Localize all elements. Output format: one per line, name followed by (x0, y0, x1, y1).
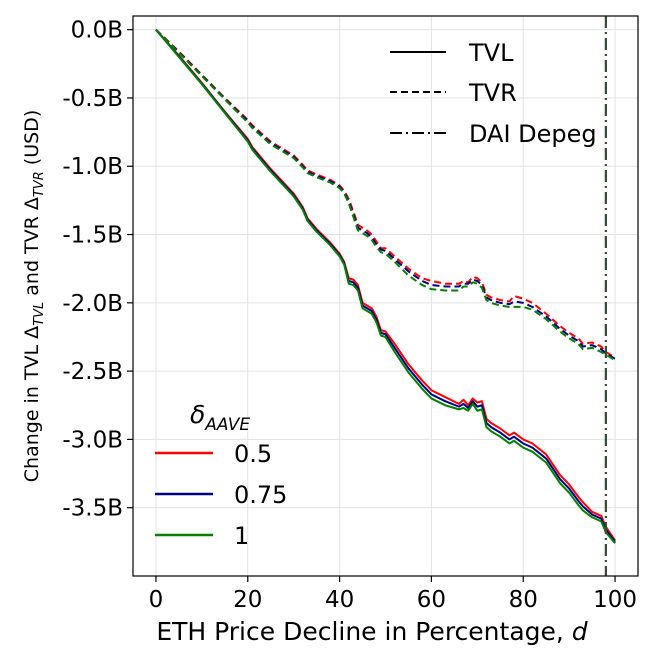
x-axis-label: ETH Price Decline in Percentage, d (156, 617, 587, 646)
x-tick-label: 100 (593, 587, 637, 613)
series-layer (155, 28, 616, 544)
x-tick-label: 60 (417, 587, 446, 613)
legend-tvr-label: TVR (468, 79, 517, 107)
y-tick-label: -0.5B (62, 86, 123, 112)
y-tick-label: 0.0B (71, 18, 123, 44)
color-legend: δAAVE 0.5 0.75 1 (155, 400, 287, 550)
y-axis-label: Change in TVL ΔTVL and TVR ΔTVR (USD) (21, 110, 47, 482)
legend-delta-0.75-label: 0.75 (234, 481, 287, 509)
y-tick-label: -2.0B (62, 291, 123, 317)
series-line-tvr-delta-1 (155, 28, 616, 362)
y-tick-label: -3.5B (62, 496, 123, 522)
y-tick-label: -2.5B (62, 359, 123, 385)
grid (133, 16, 638, 576)
x-tick-label: 20 (233, 587, 262, 613)
y-tick-label: -3.0B (62, 427, 123, 453)
plot-frame (132, 15, 639, 577)
legend-delta-1-label: 1 (234, 522, 249, 550)
y-tick-label: -1.5B (62, 223, 123, 249)
y-tick-label: -1.0B (62, 154, 123, 180)
color-legend-title: δAAVE (190, 400, 250, 435)
series-line-tvl-delta-1 (155, 29, 616, 544)
x-tick-label: 80 (509, 587, 538, 613)
legend-tvl-label: TVL (468, 39, 514, 67)
legend-dai-label: DAI Depeg (469, 120, 597, 148)
legend-delta-0.5-label: 0.5 (234, 440, 272, 468)
axis-ticks: 0 20 40 60 80 100 0.0B -0.5B -1.0B -1.5B -2.0B -2.5… (62, 18, 637, 613)
style-legend: TVL TVR DAI Depeg (390, 39, 597, 148)
x-tick-label: 40 (325, 587, 354, 613)
x-tick-label: 0 (149, 587, 164, 613)
